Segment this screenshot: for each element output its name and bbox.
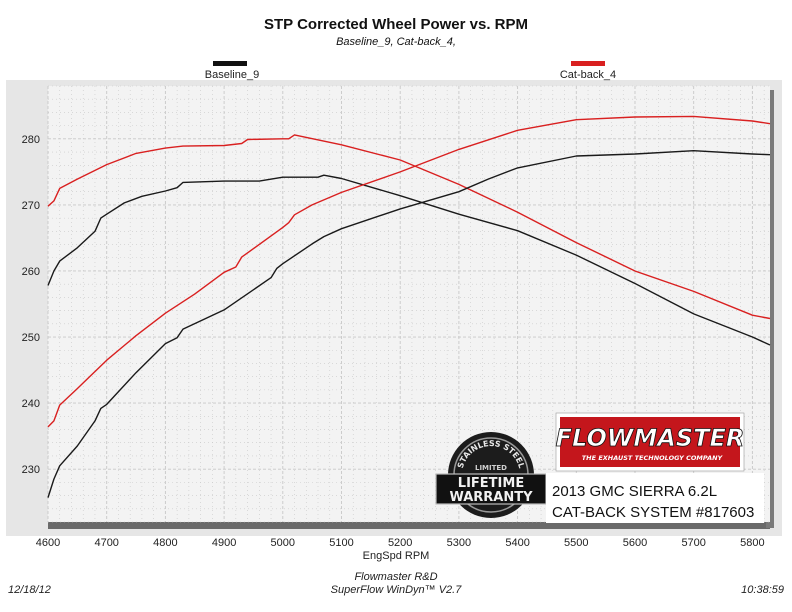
product-model: 2013 GMC SIERRA 6.2L bbox=[552, 483, 717, 500]
warranty-mid-text: LIMITED bbox=[475, 464, 507, 472]
logo-wordmark: FLOWMASTER bbox=[556, 424, 745, 452]
footer-time: 10:38:59 bbox=[741, 584, 784, 596]
flowmaster-logo: FLOWMASTER THE EXHAUST TECHNOLOGY COMPAN… bbox=[555, 412, 745, 472]
product-system: CAT-BACK SYSTEM #817603 bbox=[552, 504, 754, 521]
x-tick-label: 4900 bbox=[212, 537, 236, 549]
x-axis: 4600 4700 4800 4900 5000 5100 5200 5300 5400 5500… bbox=[36, 537, 765, 549]
x-tick-label: 5800 bbox=[740, 537, 764, 549]
series-line-baseline-9-power bbox=[47, 174, 771, 346]
x-axis-label: EngSpd RPM bbox=[363, 550, 430, 562]
legend-label-baseline: Baseline_9 bbox=[205, 69, 259, 81]
x-tick-label: 5400 bbox=[505, 537, 529, 549]
y-axis: 230 240 250 260 270 280 bbox=[22, 134, 40, 476]
y-tick-label: 270 bbox=[22, 200, 40, 212]
y-tick-label: 260 bbox=[22, 266, 40, 278]
legend-label-catback: Cat-back_4 bbox=[560, 69, 616, 81]
grid bbox=[47, 85, 770, 523]
y-tick-label: 280 bbox=[22, 134, 40, 146]
x-tick-label: 5700 bbox=[681, 537, 705, 549]
y-tick-label: 230 bbox=[22, 464, 40, 476]
x-tick-label: 4600 bbox=[36, 537, 60, 549]
y-tick-label: 240 bbox=[22, 398, 40, 410]
x-tick-label: 5500 bbox=[564, 537, 588, 549]
series-line-cat-back-4-power bbox=[47, 134, 771, 320]
x-tick-label: 5000 bbox=[271, 537, 295, 549]
x-tick-label: 4800 bbox=[153, 537, 177, 549]
chart-subtitle: Baseline_9, Cat-back_4, bbox=[336, 36, 456, 48]
x-tick-label: 5100 bbox=[329, 537, 353, 549]
x-tick-label: 4700 bbox=[94, 537, 118, 549]
chart-title: STP Corrected Wheel Power vs. RPM bbox=[264, 16, 528, 33]
legend-swatch-baseline bbox=[213, 61, 247, 66]
x-tick-label: 5600 bbox=[623, 537, 647, 549]
warranty-line1: LIFETIME bbox=[458, 476, 524, 491]
logo-tagline: THE EXHAUST TECHNOLOGY COMPANY bbox=[582, 454, 724, 462]
footer-software: SuperFlow WinDyn™ V2.7 bbox=[331, 584, 463, 596]
warranty-banner bbox=[435, 473, 547, 505]
warranty-line2: WARRANTY bbox=[449, 490, 533, 505]
series-line-cat-back-4-torque bbox=[47, 115, 771, 428]
logo-red-panel bbox=[560, 417, 740, 467]
x-tick-label: 5300 bbox=[447, 537, 471, 549]
series-line-baseline-9-torque bbox=[47, 149, 771, 498]
legend-swatch-catback bbox=[571, 61, 605, 66]
warranty-badge: STAINLESS STEEL LIMITED LIFETIME WARRANT… bbox=[435, 432, 547, 518]
footer-date: 12/18/12 bbox=[8, 584, 51, 596]
y-tick-label: 250 bbox=[22, 332, 40, 344]
footer-company: Flowmaster R&D bbox=[354, 571, 437, 583]
x-tick-label: 5200 bbox=[388, 537, 412, 549]
plot-bottom-shadow bbox=[48, 519, 770, 529]
product-info-box bbox=[546, 473, 764, 523]
series-group bbox=[47, 115, 771, 498]
